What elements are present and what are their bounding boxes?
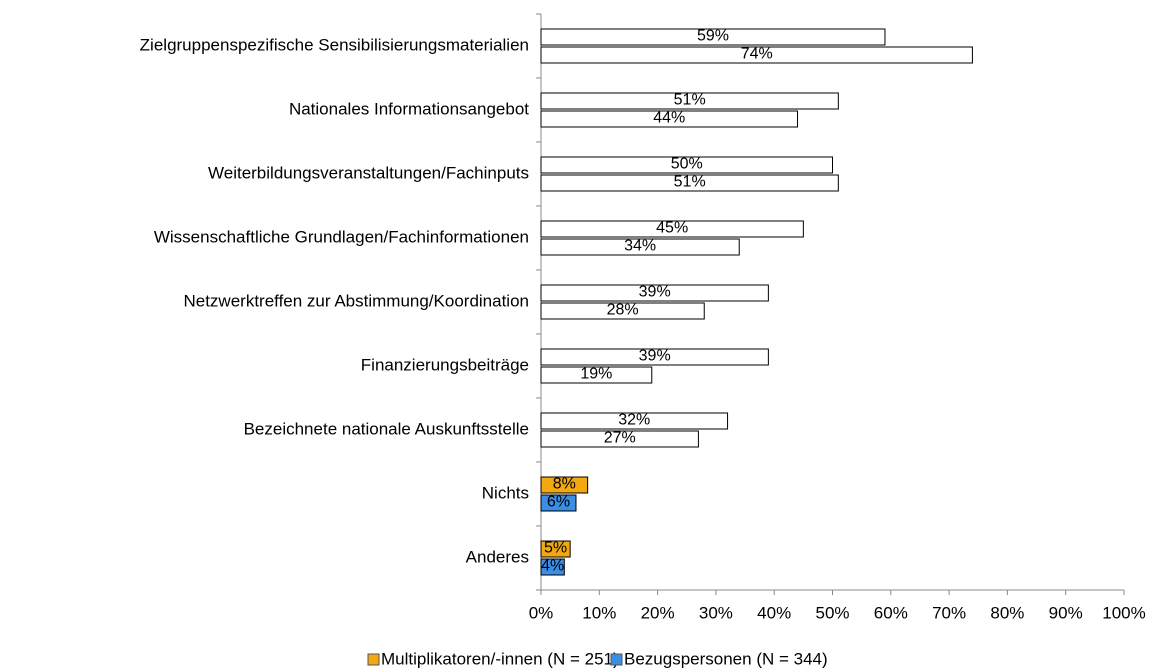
x-tick-label: 20%	[641, 603, 675, 622]
x-tick-label: 0%	[529, 603, 554, 622]
bar	[540, 28, 886, 46]
value-label: 51%	[674, 174, 706, 191]
bar	[540, 110, 799, 128]
x-tick-label: 50%	[815, 603, 849, 622]
x-tick-label: 90%	[1049, 603, 1083, 622]
bar	[540, 174, 839, 192]
y-tick-label: Anderes	[466, 547, 529, 566]
value-label: 34%	[624, 238, 656, 255]
y-tick-label: Nichts	[482, 483, 529, 502]
value-label: 5%	[544, 540, 567, 557]
value-label: 51%	[674, 92, 706, 109]
bar	[540, 476, 589, 494]
value-label: 4%	[541, 558, 564, 575]
value-label: 59%	[697, 28, 729, 45]
y-tick-label: Bezeichnete nationale Auskunftsstelle	[244, 419, 529, 438]
bar	[540, 238, 740, 256]
legend-label: Bezugspersonen (N = 344)	[624, 649, 828, 668]
bar	[540, 494, 577, 512]
x-tick-label: 30%	[699, 603, 733, 622]
y-tick-label: Netzwerktreffen zur Abstimmung/Koordinat…	[183, 291, 529, 310]
value-label: 39%	[639, 284, 671, 301]
x-tick-label: 100%	[1102, 603, 1145, 622]
bar	[540, 156, 833, 174]
bar	[540, 92, 839, 110]
x-tick-label: 70%	[932, 603, 966, 622]
y-tick-label: Finanzierungsbeiträge	[361, 355, 529, 374]
value-label: 50%	[671, 156, 703, 173]
bar	[540, 302, 705, 320]
y-tick-label: Weiterbildungsveranstaltungen/Fachinputs	[208, 163, 529, 182]
x-tick-label: 40%	[757, 603, 791, 622]
bar	[540, 540, 571, 558]
bar	[540, 412, 729, 430]
value-label: 32%	[618, 412, 650, 429]
value-label: 74%	[741, 46, 773, 63]
value-label: 39%	[639, 348, 671, 365]
x-tick-label: 60%	[874, 603, 908, 622]
bar	[540, 348, 769, 366]
legend-swatch	[610, 653, 623, 666]
value-label: 28%	[607, 302, 639, 319]
y-tick-label: Zielgruppenspezifische Sensibilisierungs…	[140, 35, 529, 54]
bar	[540, 220, 804, 238]
bar	[540, 46, 973, 64]
legend-swatch	[367, 653, 380, 666]
y-tick-label: Wissenschaftliche Grundlagen/Fachinforma…	[154, 227, 529, 246]
x-tick-label: 10%	[582, 603, 616, 622]
y-tick-label: Nationales Informationsangebot	[289, 99, 529, 118]
bar	[540, 558, 565, 576]
value-label: 27%	[604, 430, 636, 447]
bar	[540, 366, 653, 384]
bar	[540, 430, 699, 448]
value-label: 6%	[547, 494, 570, 511]
value-label: 44%	[653, 110, 685, 127]
bar	[540, 284, 769, 302]
value-label: 19%	[580, 366, 612, 383]
value-label: 45%	[656, 220, 688, 237]
legend-label: Multiplikatoren/-innen (N = 251)	[381, 649, 619, 668]
x-tick-label: 80%	[990, 603, 1024, 622]
value-label: 8%	[553, 476, 576, 493]
